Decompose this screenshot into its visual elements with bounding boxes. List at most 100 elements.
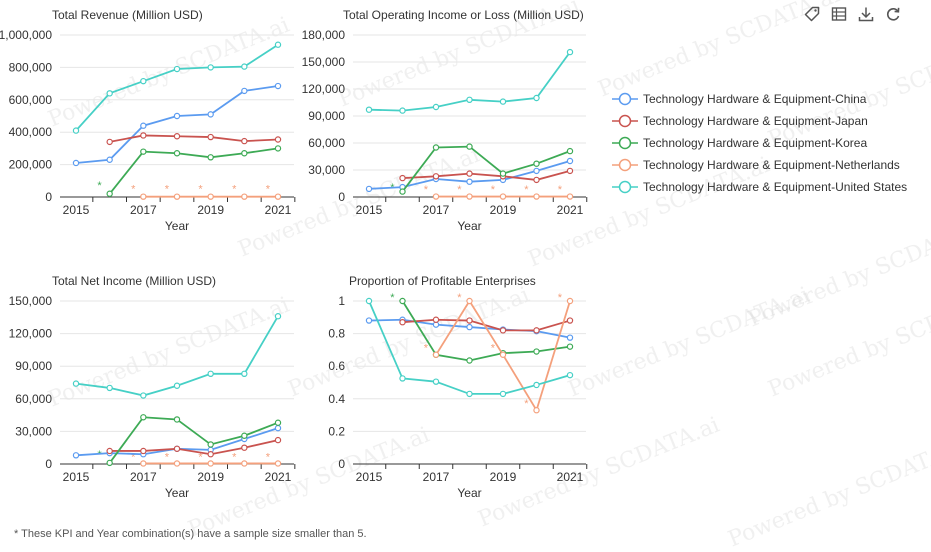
data-point	[399, 174, 406, 182]
x-tick-label: 2017	[423, 470, 450, 484]
data-point	[173, 445, 181, 452]
data-point	[207, 133, 214, 141]
data-point	[432, 193, 440, 200]
data-point	[466, 96, 473, 104]
data-point	[274, 136, 282, 143]
chart-title: Total Operating Income or Loss (Million …	[343, 8, 584, 22]
legend-item[interactable]: Technology Hardware & Equipment-Korea	[612, 132, 907, 154]
data-point	[241, 370, 248, 378]
data-point	[274, 41, 282, 48]
data-point	[207, 441, 214, 448]
small-sample-marker: *	[232, 451, 237, 463]
data-point	[140, 77, 147, 85]
small-sample-marker: *	[165, 451, 170, 463]
data-point	[72, 127, 80, 134]
y-tick-label: 90,000	[15, 359, 52, 373]
data-point	[274, 82, 282, 90]
y-tick-label: 0	[338, 190, 345, 204]
y-tick-label: 0	[338, 457, 345, 471]
chart-title: Total Revenue (Million USD)	[52, 8, 203, 22]
legend-item[interactable]: Technology Hardware & Equipment-Japan	[612, 110, 907, 132]
data-point	[274, 436, 282, 444]
data-point	[365, 185, 373, 193]
small-sample-marker: *	[165, 183, 170, 195]
legend-item[interactable]: Technology Hardware & Equipment-China	[612, 88, 907, 110]
data-point	[533, 381, 540, 389]
small-sample-marker: *	[97, 449, 102, 461]
footnote: * These KPI and Year combination(s) have…	[14, 528, 367, 540]
y-tick-label: 0.2	[328, 424, 345, 438]
data-point	[207, 370, 214, 378]
legend-label: Technology Hardware & Equipment-Netherla…	[643, 158, 900, 172]
x-tick-label: 2019	[197, 203, 224, 217]
series-line	[402, 318, 571, 332]
series-line	[402, 170, 571, 181]
data-point	[140, 460, 147, 467]
series-line	[401, 145, 571, 193]
data-point	[173, 460, 181, 467]
data-point	[274, 419, 282, 426]
x-tick-label: 2015	[63, 470, 90, 484]
data-view-icon[interactable]	[831, 6, 847, 22]
data-point	[173, 133, 181, 140]
small-sample-marker: *	[131, 451, 136, 463]
data-point	[399, 107, 406, 114]
refresh-icon[interactable]	[885, 6, 901, 22]
data-point	[207, 64, 214, 71]
y-tick-label: 1,000,000	[0, 28, 52, 42]
small-sample-marker: *	[558, 292, 563, 304]
data-point	[140, 392, 147, 399]
chart-panel: Total Operating Income or Loss (Million …	[302, 8, 588, 233]
tag-icon[interactable]	[804, 6, 820, 22]
data-point	[173, 112, 181, 120]
small-sample-marker: *	[131, 183, 136, 195]
data-point	[566, 48, 574, 56]
y-tick-label: 60,000	[15, 392, 52, 406]
data-point	[466, 317, 473, 324]
chart-panel: Total Revenue (Million USD) 0 200,000 400,0…	[0, 8, 296, 233]
toolbar	[804, 6, 901, 22]
data-point	[72, 159, 80, 167]
y-tick-label: 600,000	[9, 93, 53, 107]
data-point	[106, 459, 113, 467]
series-line	[401, 300, 571, 362]
data-point	[274, 145, 282, 152]
x-axis-title: Year	[457, 486, 481, 500]
data-point	[365, 106, 373, 113]
data-point	[106, 384, 113, 392]
data-point	[499, 390, 507, 398]
data-point	[566, 147, 574, 155]
data-point	[466, 143, 473, 150]
data-point	[566, 343, 574, 350]
y-tick-label: 0	[45, 190, 52, 204]
y-tick-label: 30,000	[15, 424, 52, 438]
data-point	[274, 313, 282, 320]
data-point	[173, 193, 181, 200]
small-sample-marker: *	[266, 451, 271, 463]
data-point	[241, 137, 248, 145]
x-tick-label: 2017	[130, 203, 157, 217]
data-point	[432, 316, 440, 323]
data-point	[365, 317, 373, 324]
data-point	[399, 297, 406, 305]
data-point	[207, 460, 214, 467]
data-point	[106, 156, 113, 163]
legend-item[interactable]: Technology Hardware & Equipment-Netherla…	[612, 154, 907, 176]
small-sample-marker: *	[198, 183, 203, 195]
small-sample-marker: *	[266, 183, 271, 195]
y-tick-label: 150,000	[9, 294, 53, 308]
small-sample-marker: *	[97, 180, 102, 192]
data-point	[140, 414, 147, 421]
x-axis-title: Year	[165, 486, 189, 500]
x-tick-label: 2021	[265, 470, 292, 484]
data-point	[566, 297, 574, 305]
data-point	[140, 122, 147, 129]
legend-item[interactable]: Technology Hardware & Equipment-United S…	[612, 176, 907, 198]
data-point	[466, 297, 473, 305]
data-point	[207, 451, 214, 458]
data-point	[399, 188, 406, 195]
data-point	[399, 375, 406, 382]
small-sample-marker: *	[457, 184, 462, 196]
y-tick-label: 400,000	[9, 125, 53, 139]
download-icon[interactable]	[858, 6, 874, 22]
